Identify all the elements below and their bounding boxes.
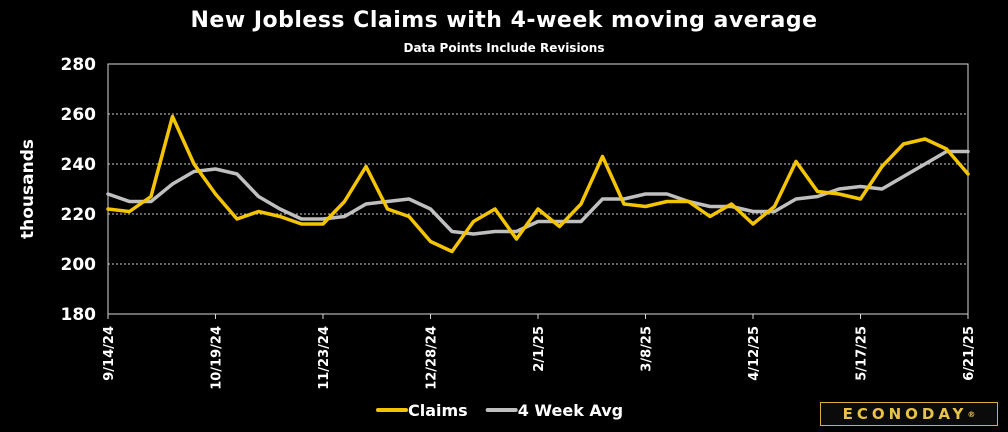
x-tick-label: 5/17/25 [855,326,870,381]
x-tick-label: 2/1/25 [532,326,547,372]
x-tick-label: 12/28/24 [425,326,440,390]
legend-label-4-week-avg: 4 Week Avg [518,401,623,420]
chart-subtitle: Data Points Include Revisions [403,41,605,55]
y-axis-label: thousands [18,139,38,239]
brand-mark: ® [967,409,976,419]
brand-name: ECONODAY [842,405,968,423]
legend: Claims 4 Week Avg [376,401,623,420]
x-tick-label: 9/14/24 [102,326,117,381]
series-lines [106,114,970,254]
x-tick-label: 4/12/25 [747,326,762,381]
y-tick-label: 240 [61,155,97,175]
y-tick-label: 220 [61,205,97,225]
x-tick-label: 3/8/25 [640,326,655,372]
legend-label-claims: Claims [408,401,468,420]
x-axis-ticks: 9/14/24 10/19/24 11/23/24 12/28/24 2/1/25 3/8… [102,314,977,390]
y-tick-label: 180 [61,305,97,325]
econoday-logo: ECONODAY ® [820,402,998,426]
x-tick-label: 6/21/25 [962,326,977,381]
y-axis-ticks: 180 200 220 240 260 280 [61,55,97,325]
y-tick-label: 260 [61,105,97,125]
x-tick-label: 11/23/24 [317,326,332,390]
gridlines [108,113,968,265]
series-line-claims [106,114,970,254]
y-tick-label: 280 [61,55,97,75]
x-tick-label: 10/19/24 [210,326,225,390]
chart-title: New Jobless Claims with 4-week moving av… [190,8,818,33]
y-tick-label: 200 [61,255,97,275]
